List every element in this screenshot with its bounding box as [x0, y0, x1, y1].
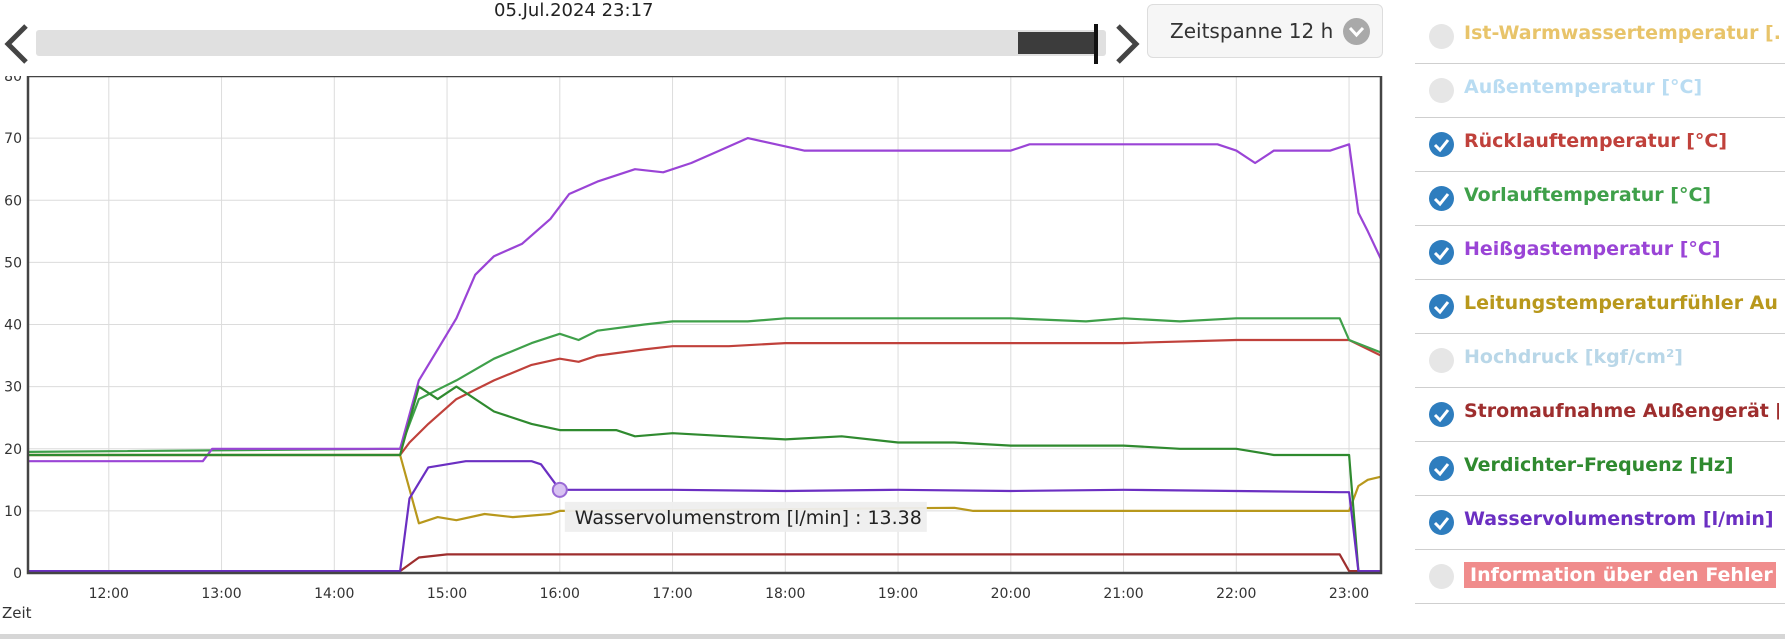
x-tick-label: 15:00: [427, 586, 467, 602]
legend-item-label: Vorlauftemperatur [°C]: [1464, 184, 1712, 206]
checkmark-icon[interactable]: [1429, 456, 1454, 481]
next-arrow-icon[interactable]: [1108, 22, 1144, 66]
unchecked-circle-icon[interactable]: [1429, 348, 1454, 373]
zeitspanne-label: Zeitspanne 12 h: [1170, 19, 1334, 43]
legend-item-label: Wasservolumenstrom [l/min]: [1464, 508, 1774, 530]
legend-item[interactable]: Außentemperatur [°C]: [1415, 64, 1785, 118]
chart-series-lines: [27, 136, 1382, 573]
x-tick-label: 14:00: [314, 586, 354, 602]
x-tick-label: 16:00: [540, 586, 580, 602]
y-tick-label: 50: [4, 255, 22, 271]
x-tick-label: 21:00: [1103, 586, 1143, 602]
legend-item-label: Außentemperatur [°C]: [1464, 76, 1703, 98]
y-tick-label: 60: [4, 193, 22, 209]
series-line-hei-gastemperatur-c: [28, 136, 1382, 463]
slider-selected-window[interactable]: [1018, 32, 1098, 54]
chevron-down-icon: [1343, 18, 1370, 45]
x-axis-label: Zeit: [2, 604, 32, 622]
tooltip-text: Wasservolumenstrom [l/min] : 13.38: [575, 507, 922, 529]
y-tick-label: 80: [4, 76, 22, 85]
legend-item[interactable]: Stromaufnahme Außengerät [...: [1415, 388, 1785, 442]
legend-item[interactable]: Vorlauftemperatur [°C]: [1415, 172, 1785, 226]
plot-frame: [26, 76, 1383, 575]
x-tick-label: 12:00: [89, 586, 129, 602]
legend-item-label: Hochdruck [kgf/cm²]: [1464, 346, 1683, 368]
series-line-vorlauftemperatur-c: [27, 317, 1382, 453]
time-navigation-bar: 05.Jul.2024 23:17 Zeitspanne 12 h: [0, 0, 1400, 70]
series-line-r-cklauftemperatur-c: [28, 338, 1382, 457]
y-tick-label: 70: [4, 131, 22, 147]
legend-item[interactable]: Information über den Fehler: [1415, 550, 1785, 604]
legend-item[interactable]: Ist-Warmwassertemperatur [...: [1415, 10, 1785, 64]
series-line-stromaufnahme-au-enger-t: [28, 553, 1381, 573]
legend-item-label: Leitungstemperaturfühler Au...: [1464, 292, 1779, 314]
zeitspanne-dropdown[interactable]: Zeitspanne 12 h: [1147, 4, 1383, 58]
tooltip-marker: [551, 481, 568, 498]
y-tick-label: 20: [4, 442, 22, 458]
legend-item-label: Rücklauftemperatur [°C]: [1464, 130, 1728, 152]
x-tick-label: 23:00: [1329, 586, 1369, 602]
checkmark-icon[interactable]: [1429, 402, 1454, 427]
checkmark-icon[interactable]: [1429, 510, 1454, 535]
time-range-slider[interactable]: [36, 24, 1106, 64]
x-tick-label: 18:00: [765, 586, 805, 602]
timestamp-label: 05.Jul.2024 23:17: [494, 0, 654, 21]
slider-handle[interactable]: [1094, 24, 1098, 64]
chart-grid: [28, 76, 1381, 574]
y-tick-label: 40: [4, 318, 22, 334]
y-tick-label: 10: [4, 504, 22, 520]
y-axis-ticks: 0 10 20 30 40 50 60 70 80: [4, 76, 22, 582]
legend-item-label: Information über den Fehler: [1464, 562, 1776, 588]
x-tick-label: 22:00: [1216, 586, 1256, 602]
x-tick-label: 17:00: [652, 586, 692, 602]
bottom-divider: [0, 634, 1785, 639]
legend-item[interactable]: Wasservolumenstrom [l/min]: [1415, 496, 1785, 550]
legend-item[interactable]: Hochdruck [kgf/cm²]: [1415, 334, 1785, 388]
legend-item-label: Stromaufnahme Außengerät [...: [1464, 400, 1779, 422]
checkmark-icon[interactable]: [1429, 240, 1454, 265]
previous-arrow-icon[interactable]: [0, 22, 36, 66]
checkmark-icon[interactable]: [1429, 294, 1454, 319]
legend-item[interactable]: Verdichter-Frequenz [Hz]: [1415, 442, 1785, 496]
legend-item-label: Ist-Warmwassertemperatur [...: [1464, 22, 1779, 44]
line-chart: 0 10 20 30 40 50 60 70 80 12:00 13:00 14:00 15:00 16…: [2, 76, 1383, 622]
unchecked-circle-icon[interactable]: [1429, 78, 1454, 103]
x-tick-label: 13:00: [201, 586, 241, 602]
legend-item[interactable]: Leitungstemperaturfühler Au...: [1415, 280, 1785, 334]
tooltip-box: [564, 501, 927, 532]
checkmark-icon[interactable]: [1429, 186, 1454, 211]
series-line-wasservolumenstrom-l-min: [28, 460, 1381, 573]
x-tick-label: 19:00: [878, 586, 918, 602]
legend-item[interactable]: Rücklauftemperatur [°C]: [1415, 118, 1785, 172]
unchecked-circle-icon[interactable]: [1429, 564, 1454, 589]
legend-item-label: Heißgastemperatur [°C]: [1464, 238, 1721, 260]
tooltip: Wasservolumenstrom [l/min] : 13.38: [551, 481, 927, 532]
x-tick-label: 20:00: [991, 586, 1031, 602]
checkmark-icon[interactable]: [1429, 132, 1454, 157]
series-legend: Ist-Warmwassertemperatur [... Außentemper…: [1415, 10, 1785, 604]
legend-item-label: Verdichter-Frequenz [Hz]: [1464, 454, 1734, 476]
y-tick-label: 0: [13, 566, 22, 582]
y-tick-label: 30: [4, 380, 22, 396]
unchecked-circle-icon[interactable]: [1429, 24, 1454, 49]
series-line-verdichter-frequenz-hz: [28, 385, 1381, 573]
x-axis-ticks: 12:00 13:00 14:00 15:00 16:00 17:00 18:00 19:00…: [89, 586, 1370, 602]
legend-item[interactable]: Heißgastemperatur [°C]: [1415, 226, 1785, 280]
